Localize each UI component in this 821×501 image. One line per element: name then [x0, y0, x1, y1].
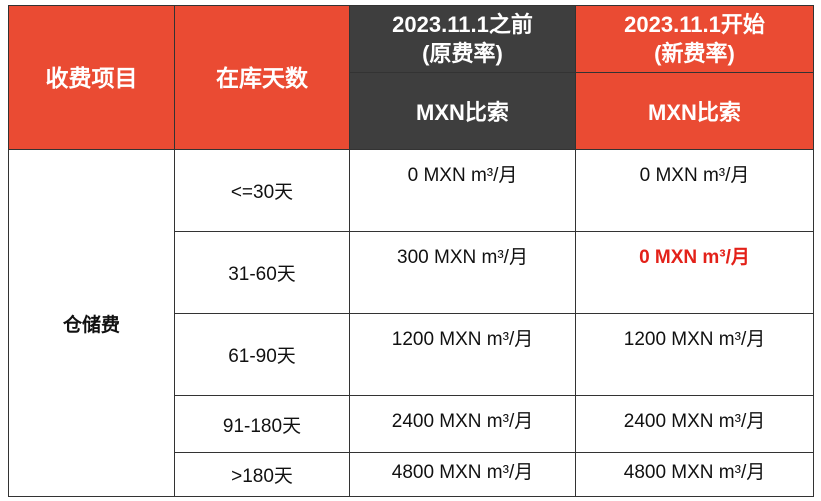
table-row: 仓储费 <=30天 0 MXN m³/月 0 MXN m³/月 [8, 149, 814, 497]
new-rate-cell-highlighted: 0 MXN m³/月 [575, 231, 814, 314]
category-storage-fee: 仓储费 [8, 149, 175, 497]
currency-new: MXN比索 [575, 72, 814, 150]
header-old-label: (原费率) [422, 41, 503, 66]
header-old-rate: 2023.11.1之前 (原费率) [349, 5, 576, 73]
table-row: 91-180天 2400 MXN m³/月 2400 MXN m³/月 [9, 395, 814, 453]
new-rate-cell: 0 MXN m³/月 [575, 149, 814, 232]
header-new-label: (新费率) [654, 41, 735, 66]
days-cell: 91-180天 [174, 395, 350, 453]
table-row: >180天 4800 MXN m³/月 4800 MXN m³/月 [9, 452, 814, 497]
old-rate-cell: 300 MXN m³/月 [349, 231, 576, 314]
old-rate-cell: 2400 MXN m³/月 [349, 395, 576, 453]
days-cell: 61-90天 [174, 313, 350, 396]
currency-row: MXN比索 MXN比索 [9, 72, 814, 150]
header-new-rate: 2023.11.1开始 (新费率) [575, 5, 814, 73]
header-fee-item: 收费项目 [8, 5, 175, 150]
table-row: 31-60天 300 MXN m³/月 0 MXN m³/月 [9, 231, 814, 314]
old-rate-cell: 0 MXN m³/月 [349, 149, 576, 232]
days-cell: 31-60天 [174, 231, 350, 314]
table-row: 61-90天 1200 MXN m³/月 1200 MXN m³/月 [9, 313, 814, 396]
storage-fee-table: 收费项目 在库天数 2023.11.1之前 (原费率) 2023.11.1开始 … [8, 5, 814, 497]
new-rate-cell: 4800 MXN m³/月 [575, 452, 814, 497]
header-new-date: 2023.11.1开始 [624, 12, 765, 37]
days-cell: <=30天 [174, 149, 350, 232]
currency-old: MXN比索 [349, 72, 576, 150]
new-rate-cell: 2400 MXN m³/月 [575, 395, 814, 453]
old-rate-cell: 1200 MXN m³/月 [349, 313, 576, 396]
new-rate-cell: 1200 MXN m³/月 [575, 313, 814, 396]
header-row: 收费项目 在库天数 2023.11.1之前 (原费率) 2023.11.1开始 … [8, 5, 814, 150]
header-old-date: 2023.11.1之前 [392, 12, 533, 37]
old-rate-cell: 4800 MXN m³/月 [349, 452, 576, 497]
days-cell: >180天 [174, 452, 350, 497]
header-days-in-stock: 在库天数 [174, 5, 350, 150]
